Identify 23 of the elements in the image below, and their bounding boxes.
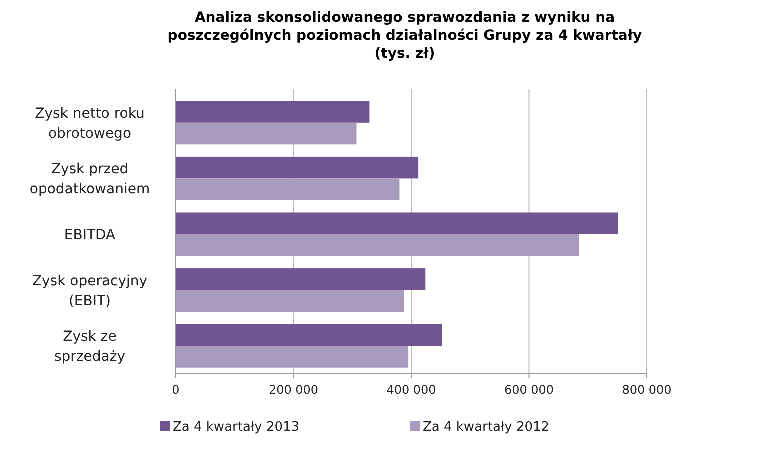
bar bbox=[176, 122, 357, 145]
chart-title: Analiza skonsolidowanego sprawozdania z wyniku na poszczególnych poziomach działalności Grupy za 4 kwartały (tys. zł) bbox=[168, 10, 642, 62]
x-tick-label: 200 000 bbox=[268, 383, 319, 397]
bar bbox=[176, 178, 400, 200]
x-tick-label: 600 000 bbox=[504, 383, 554, 397]
bar bbox=[176, 346, 409, 368]
y-tick-label: Zysk netto roku obrotowego bbox=[35, 106, 145, 142]
x-tick-label: 0 bbox=[172, 383, 180, 397]
legend-label: Za 4 kwartały 2013 bbox=[173, 420, 300, 435]
bar bbox=[176, 212, 618, 234]
y-tick-label: EBITDA bbox=[64, 228, 116, 244]
x-tick-label: 400 000 bbox=[386, 383, 436, 397]
bar bbox=[176, 324, 442, 346]
bar bbox=[176, 156, 419, 179]
bar bbox=[176, 290, 404, 312]
y-tick-label: Zysk operacyjny (EBIT) bbox=[32, 273, 148, 310]
y-tick-label: Zysk przed opodatkowaniem bbox=[30, 162, 150, 198]
y-tick-label: Zysk ze sprzedaży bbox=[54, 329, 126, 366]
legend-label: Za 4 kwartały 2012 bbox=[423, 420, 550, 435]
bar bbox=[176, 268, 426, 290]
bar bbox=[176, 101, 370, 123]
x-tick-label: 800 000 bbox=[622, 383, 672, 397]
bar bbox=[176, 234, 580, 256]
